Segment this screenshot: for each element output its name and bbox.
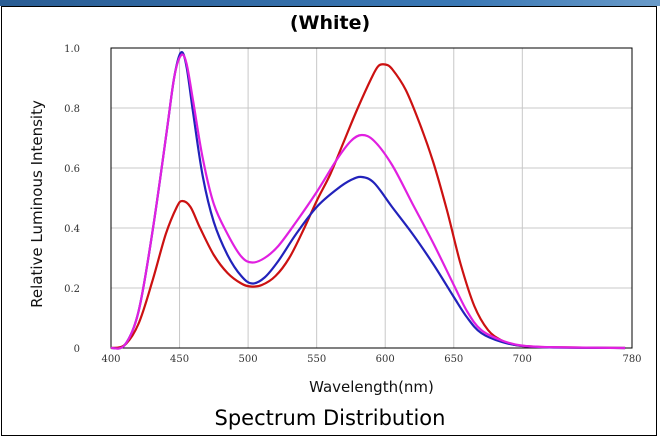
y-tick-label: 0.2 xyxy=(64,284,80,295)
series-line-3 xyxy=(110,53,626,350)
series-line-1 xyxy=(110,63,626,350)
x-tick-label: 600 xyxy=(376,354,395,365)
x-axis-label: Wavelength(nm) xyxy=(309,378,434,396)
x-tick-label: 550 xyxy=(307,354,326,365)
header-bar xyxy=(0,0,660,6)
y-tick-label: 0.4 xyxy=(64,224,80,235)
x-axis-ticks: 400 450 500 550 600 650 700 780 xyxy=(101,354,641,365)
y-tick-label: 0.8 xyxy=(64,104,80,115)
series-lines xyxy=(110,50,626,350)
x-tick-label: 500 xyxy=(239,354,258,365)
figure-caption: Spectrum Distribution xyxy=(214,406,446,430)
chart-frame xyxy=(1,6,657,436)
y-tick-label: 0 xyxy=(74,344,80,355)
x-tick-label: 400 xyxy=(101,354,120,365)
y-axis-ticks: 0 0.2 0.4 0.6 0.8 1.0 xyxy=(64,44,80,355)
series-line-2 xyxy=(110,50,626,350)
chart-title: (White) xyxy=(289,12,371,34)
x-tick-label: 780 xyxy=(622,354,641,365)
y-tick-label: 1.0 xyxy=(64,44,80,55)
x-tick-label: 450 xyxy=(170,354,189,365)
grid-lines xyxy=(111,48,632,348)
y-axis-label: Relative Luminous Intensity xyxy=(28,100,46,308)
plot-area xyxy=(110,47,633,349)
x-tick-label: 700 xyxy=(513,354,532,365)
y-tick-label: 0.6 xyxy=(64,164,80,175)
x-tick-label: 650 xyxy=(444,354,463,365)
